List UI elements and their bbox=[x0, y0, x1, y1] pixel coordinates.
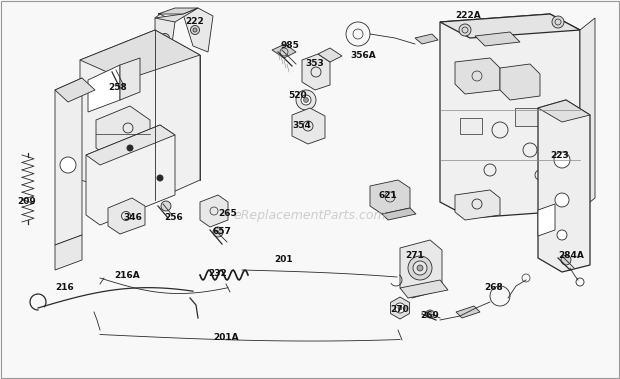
Text: 222: 222 bbox=[185, 17, 205, 27]
Circle shape bbox=[398, 306, 402, 310]
Text: 346: 346 bbox=[123, 213, 143, 222]
Circle shape bbox=[554, 152, 570, 168]
Polygon shape bbox=[272, 44, 296, 58]
Text: 270: 270 bbox=[391, 305, 409, 315]
Circle shape bbox=[213, 227, 223, 237]
Polygon shape bbox=[440, 14, 580, 38]
Circle shape bbox=[127, 145, 133, 151]
Circle shape bbox=[161, 201, 171, 211]
Circle shape bbox=[408, 256, 432, 280]
Polygon shape bbox=[415, 34, 438, 44]
Circle shape bbox=[163, 36, 167, 40]
Polygon shape bbox=[80, 30, 200, 200]
Polygon shape bbox=[370, 180, 410, 214]
Polygon shape bbox=[318, 48, 342, 62]
Circle shape bbox=[161, 33, 169, 42]
Text: 265: 265 bbox=[219, 208, 237, 218]
Text: 621: 621 bbox=[379, 191, 397, 200]
Polygon shape bbox=[440, 14, 580, 218]
Polygon shape bbox=[108, 198, 145, 234]
Polygon shape bbox=[538, 100, 590, 272]
Circle shape bbox=[193, 28, 197, 32]
Circle shape bbox=[157, 175, 163, 181]
Polygon shape bbox=[292, 108, 325, 144]
Circle shape bbox=[557, 230, 567, 240]
Text: 657: 657 bbox=[213, 227, 231, 236]
Text: 216: 216 bbox=[56, 283, 74, 293]
Circle shape bbox=[459, 24, 471, 36]
Polygon shape bbox=[456, 306, 480, 318]
Text: 269: 269 bbox=[420, 312, 440, 321]
Polygon shape bbox=[475, 32, 520, 46]
Polygon shape bbox=[96, 106, 150, 162]
Polygon shape bbox=[500, 64, 540, 100]
Polygon shape bbox=[538, 204, 555, 236]
Polygon shape bbox=[302, 54, 330, 90]
Text: 223: 223 bbox=[551, 152, 569, 160]
Circle shape bbox=[417, 265, 423, 271]
Circle shape bbox=[304, 97, 309, 102]
Bar bbox=[515, 108, 540, 126]
Polygon shape bbox=[86, 125, 175, 225]
Text: 271: 271 bbox=[405, 251, 425, 260]
Polygon shape bbox=[382, 208, 416, 220]
Circle shape bbox=[426, 310, 434, 318]
Polygon shape bbox=[55, 235, 82, 270]
Polygon shape bbox=[391, 297, 410, 319]
Text: 353: 353 bbox=[306, 60, 324, 69]
Text: 258: 258 bbox=[108, 83, 127, 92]
Text: 209: 209 bbox=[17, 197, 37, 207]
Polygon shape bbox=[455, 58, 500, 94]
Text: 284A: 284A bbox=[558, 252, 584, 260]
Text: eReplacementParts.com: eReplacementParts.com bbox=[234, 208, 386, 221]
Polygon shape bbox=[183, 8, 213, 52]
Polygon shape bbox=[158, 8, 198, 14]
Polygon shape bbox=[155, 14, 175, 58]
Text: 222A: 222A bbox=[455, 11, 481, 20]
Polygon shape bbox=[55, 78, 82, 245]
Circle shape bbox=[296, 90, 316, 110]
Circle shape bbox=[395, 303, 405, 313]
Text: 985: 985 bbox=[281, 41, 299, 50]
Text: 268: 268 bbox=[485, 283, 503, 293]
Circle shape bbox=[555, 193, 569, 207]
Circle shape bbox=[190, 25, 200, 34]
Text: 354: 354 bbox=[293, 122, 311, 130]
Polygon shape bbox=[88, 65, 120, 112]
Circle shape bbox=[552, 16, 564, 28]
Polygon shape bbox=[86, 125, 175, 165]
Polygon shape bbox=[400, 280, 448, 298]
Circle shape bbox=[301, 95, 311, 105]
Polygon shape bbox=[538, 100, 590, 122]
Text: 232: 232 bbox=[208, 269, 228, 279]
Polygon shape bbox=[120, 58, 140, 100]
Text: 201A: 201A bbox=[213, 334, 239, 343]
Polygon shape bbox=[55, 78, 95, 102]
Circle shape bbox=[413, 261, 427, 275]
Text: 256: 256 bbox=[165, 213, 184, 222]
Text: 216A: 216A bbox=[114, 271, 140, 279]
Polygon shape bbox=[80, 30, 200, 80]
Polygon shape bbox=[108, 66, 124, 78]
Polygon shape bbox=[455, 190, 500, 220]
Text: 201: 201 bbox=[275, 255, 293, 265]
Polygon shape bbox=[100, 142, 155, 192]
Circle shape bbox=[60, 157, 76, 173]
Text: 520: 520 bbox=[289, 91, 308, 100]
Polygon shape bbox=[155, 8, 198, 22]
Text: 356A: 356A bbox=[350, 52, 376, 61]
Circle shape bbox=[561, 255, 571, 265]
Polygon shape bbox=[580, 18, 595, 210]
Polygon shape bbox=[200, 195, 228, 227]
Polygon shape bbox=[400, 240, 442, 298]
Bar bbox=[460, 118, 482, 134]
